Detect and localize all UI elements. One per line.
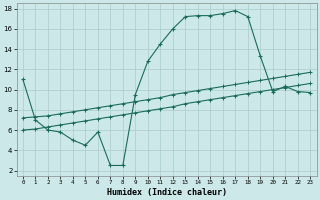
X-axis label: Humidex (Indice chaleur): Humidex (Indice chaleur) (107, 188, 227, 197)
